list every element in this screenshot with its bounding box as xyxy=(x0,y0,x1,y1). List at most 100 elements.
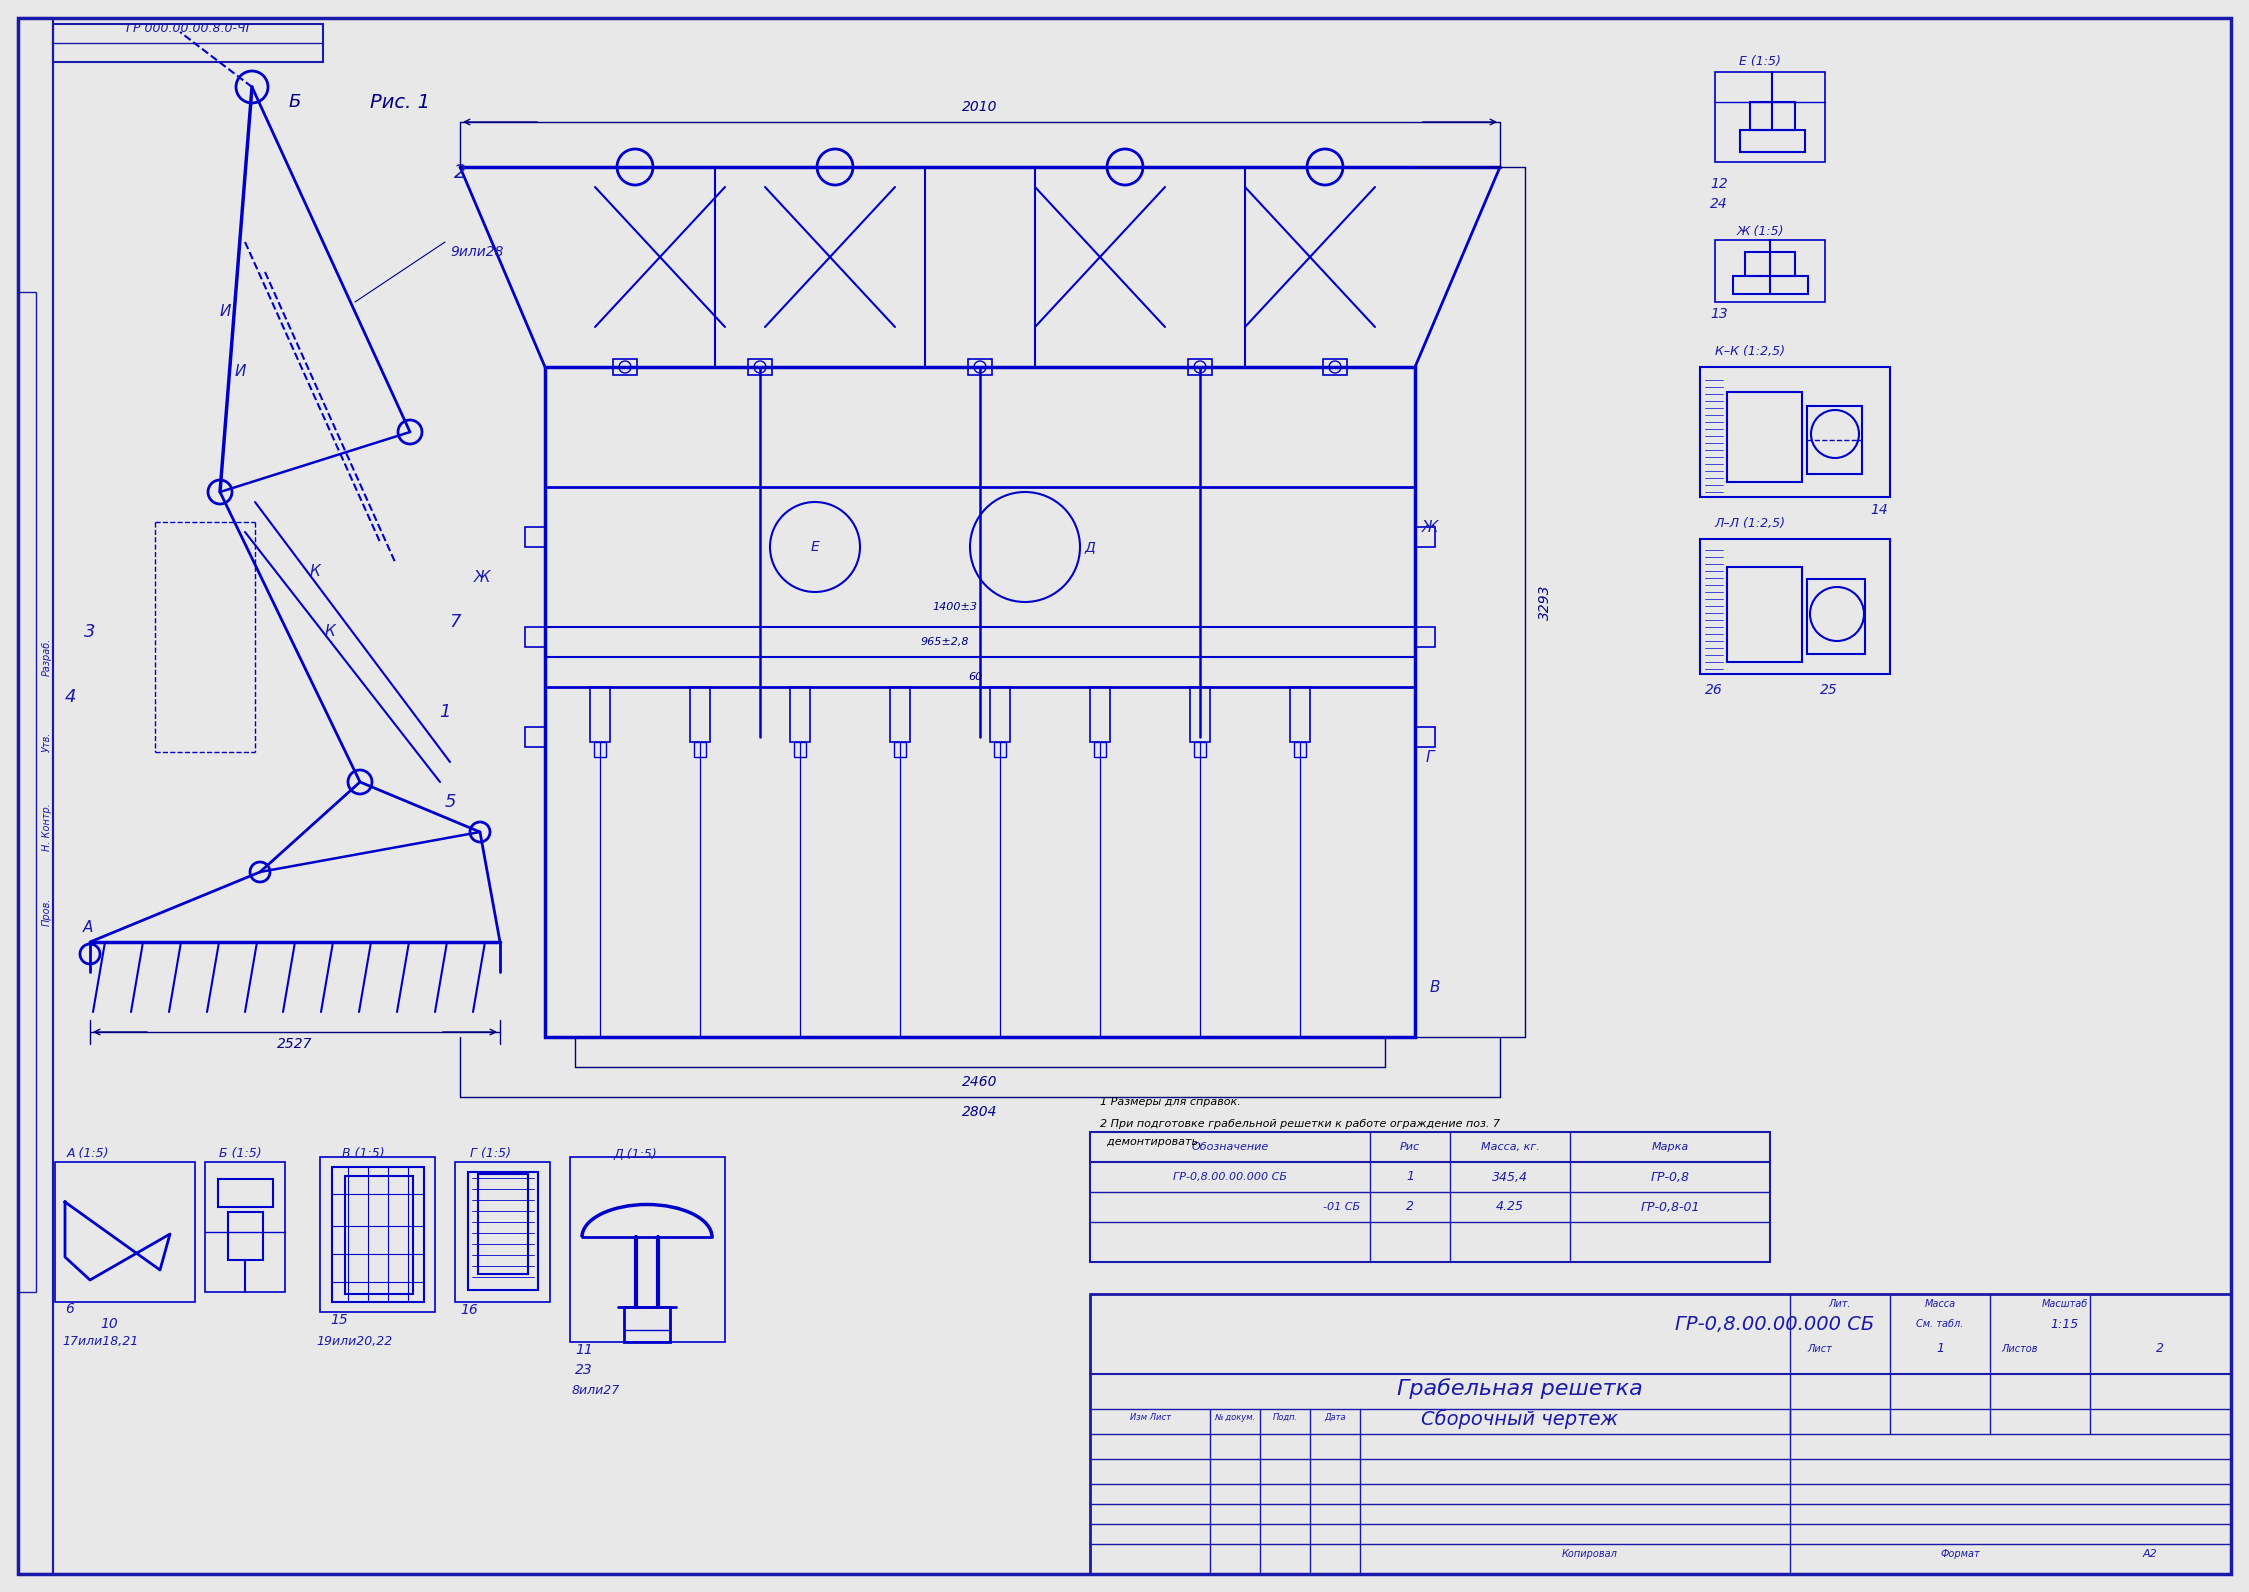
Bar xyxy=(1700,540,1889,673)
Bar xyxy=(623,1307,670,1342)
Bar xyxy=(1194,742,1205,758)
Text: Б (1:5): Б (1:5) xyxy=(218,1148,261,1161)
Text: Ж: Ж xyxy=(475,570,490,584)
Bar xyxy=(454,1162,551,1302)
Text: 6: 6 xyxy=(65,1302,74,1317)
Bar xyxy=(1806,579,1864,654)
Bar xyxy=(524,627,544,646)
Text: 16: 16 xyxy=(461,1302,477,1317)
Bar xyxy=(1741,131,1806,151)
Text: Дата: Дата xyxy=(1325,1412,1345,1422)
Text: Е (1:5): Е (1:5) xyxy=(1738,56,1781,68)
Text: Обозначение: Обозначение xyxy=(1192,1141,1268,1153)
Text: ГР-0,8: ГР-0,8 xyxy=(1651,1170,1689,1183)
Text: И: И xyxy=(234,365,245,379)
Text: 17или18,21: 17или18,21 xyxy=(63,1336,137,1348)
Bar xyxy=(994,742,1005,758)
Bar xyxy=(614,360,636,376)
Text: 13: 13 xyxy=(1709,307,1727,322)
Text: 11: 11 xyxy=(576,1344,594,1356)
Bar xyxy=(589,688,609,742)
Bar xyxy=(1700,368,1889,497)
Bar xyxy=(594,742,605,758)
Bar xyxy=(1727,392,1801,482)
Bar xyxy=(1091,1294,2231,1574)
Bar xyxy=(333,1167,425,1302)
Bar xyxy=(18,291,36,1293)
Text: А2: А2 xyxy=(2143,1549,2157,1559)
Text: Масса: Масса xyxy=(1925,1299,1957,1309)
Text: К–К (1:2,5): К–К (1:2,5) xyxy=(1716,345,1786,358)
Text: 10: 10 xyxy=(99,1317,117,1331)
Text: В: В xyxy=(1430,979,1439,995)
Text: Г: Г xyxy=(1426,750,1435,764)
Text: Д (1:5): Д (1:5) xyxy=(614,1148,657,1161)
Text: 24: 24 xyxy=(1709,197,1727,212)
Text: Разраб.: Разраб. xyxy=(43,638,52,677)
Bar xyxy=(1750,102,1795,131)
Text: 2: 2 xyxy=(2157,1342,2164,1355)
Bar xyxy=(695,742,706,758)
Text: См. табл.: См. табл. xyxy=(1916,1320,1963,1329)
Bar xyxy=(789,688,810,742)
Text: 19или20,22: 19или20,22 xyxy=(317,1336,391,1348)
Bar xyxy=(895,742,906,758)
Text: И: И xyxy=(220,304,232,320)
Bar xyxy=(1091,688,1111,742)
Bar xyxy=(1190,688,1210,742)
Text: 14: 14 xyxy=(1869,503,1887,517)
Text: 1 Размеры для справок.: 1 Размеры для справок. xyxy=(1100,1097,1241,1106)
Bar xyxy=(1716,72,1824,162)
Text: Сборочный чертеж: Сборочный чертеж xyxy=(1421,1409,1619,1430)
Text: Грабельная решетка: Грабельная решетка xyxy=(1397,1379,1642,1399)
Bar xyxy=(524,527,544,548)
Text: Лит.: Лит. xyxy=(1828,1299,1851,1309)
Text: 345,4: 345,4 xyxy=(1491,1170,1527,1183)
Text: К: К xyxy=(310,565,319,579)
Text: 2010: 2010 xyxy=(963,100,999,115)
Bar xyxy=(891,688,911,742)
Text: 2: 2 xyxy=(1406,1200,1415,1213)
Text: ГР-0,8.00.00.000 СБ: ГР-0,8.00.00.000 СБ xyxy=(1174,1172,1286,1181)
Text: Е: Е xyxy=(810,540,819,554)
Text: 23: 23 xyxy=(576,1363,594,1377)
Text: Утв.: Утв. xyxy=(43,732,52,753)
Bar xyxy=(227,1212,263,1259)
Text: 3293: 3293 xyxy=(1538,584,1552,619)
Text: Пров.: Пров. xyxy=(43,898,52,927)
Bar xyxy=(794,742,805,758)
Text: 4.25: 4.25 xyxy=(1496,1200,1525,1213)
Text: Б: Б xyxy=(288,92,301,111)
Text: 2460: 2460 xyxy=(963,1075,999,1089)
Bar xyxy=(1415,627,1435,646)
Bar xyxy=(1091,1132,1770,1262)
Text: 1:15: 1:15 xyxy=(2051,1318,2078,1331)
Bar xyxy=(218,1180,272,1207)
Bar xyxy=(1187,360,1212,376)
Text: 2: 2 xyxy=(454,162,466,181)
Bar xyxy=(479,1173,529,1274)
Bar xyxy=(344,1176,414,1294)
Bar xyxy=(544,368,1415,1036)
Text: Марка: Марка xyxy=(1651,1141,1689,1153)
Bar xyxy=(1745,252,1795,275)
Bar xyxy=(1291,688,1309,742)
Text: Листов: Листов xyxy=(2002,1344,2038,1355)
Text: № докум.: № докум. xyxy=(1214,1412,1255,1422)
Text: Копировал: Копировал xyxy=(1563,1549,1617,1559)
Text: Рис: Рис xyxy=(1399,1141,1419,1153)
Text: В (1:5): В (1:5) xyxy=(342,1148,385,1161)
Text: Подп.: Подп. xyxy=(1273,1412,1298,1422)
Text: Масштаб: Масштаб xyxy=(2042,1299,2087,1309)
Bar xyxy=(749,360,771,376)
Text: 1400±3: 1400±3 xyxy=(933,602,978,611)
Text: 7: 7 xyxy=(450,613,461,630)
Bar xyxy=(1727,567,1801,662)
Bar xyxy=(1293,742,1307,758)
Text: 1: 1 xyxy=(1936,1342,1943,1355)
Bar xyxy=(54,24,324,62)
Bar xyxy=(18,18,54,1574)
Bar xyxy=(54,1162,196,1302)
Bar xyxy=(1716,240,1824,302)
Text: 1: 1 xyxy=(1406,1170,1415,1183)
